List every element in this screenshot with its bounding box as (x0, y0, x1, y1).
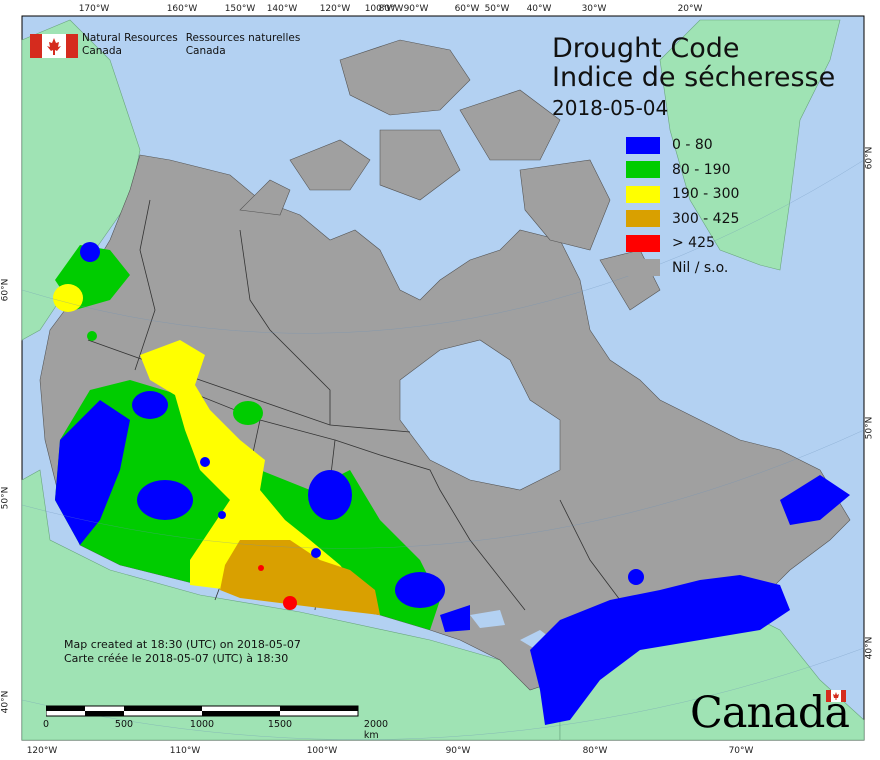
tick-bottom: 90°W (445, 746, 471, 756)
legend-swatch (626, 136, 660, 154)
legend-swatch (626, 234, 660, 252)
tick-top: 20°W (677, 4, 703, 14)
legend-item: 80 - 190 (626, 158, 739, 183)
tick-top: 90°W (403, 4, 429, 14)
title-fr: Indice de sécheresse (552, 62, 836, 93)
title-en: Drought Code (552, 33, 740, 64)
tick-bottom: 70°W (728, 746, 754, 756)
tick-top: 80°W (378, 4, 404, 14)
scale-label: 1000 (189, 719, 215, 730)
scale-label: 2000 km (363, 719, 389, 741)
tick-right: 40°N (864, 636, 875, 660)
tick-top: 140°W (266, 4, 298, 14)
legend-label: 300 - 425 (672, 210, 740, 227)
agency-signature: Natural Resources Canada Ressources natu… (30, 32, 300, 58)
tick-bottom: 100°W (306, 746, 338, 756)
tick-left: 40°N (0, 690, 11, 714)
hudson-bay (399, 339, 561, 491)
tick-top: 100°W (364, 4, 396, 14)
tick-top: 60°W (454, 4, 480, 14)
tick-top: 170°W (78, 4, 110, 14)
credit-en: Map created at 18:30 (UTC) on 2018-05-07 (64, 638, 301, 651)
agency-country-en: Canada (82, 45, 122, 57)
legend-label: Nil / s.o. (672, 259, 729, 276)
tick-right: 60°N (864, 146, 875, 170)
tick-bottom: 120°W (26, 746, 58, 756)
legend-swatch (626, 185, 660, 203)
scale-bar-graphic (46, 705, 359, 717)
map-title: Drought Code Indice de sécheresse 2018-0… (552, 34, 835, 120)
legend-swatch (626, 259, 660, 277)
dc-190-300-region (140, 340, 380, 615)
tick-left: 60°N (0, 278, 11, 302)
tick-top: 50°W (484, 4, 510, 14)
legend-item: 300 - 425 (626, 207, 739, 232)
agency-name-en: Natural Resources (82, 32, 178, 44)
agency-name-fr: Ressources naturelles (185, 32, 301, 44)
tick-top: 160°W (166, 4, 198, 14)
dc-300-425-region (220, 540, 380, 615)
legend-label: 80 - 190 (672, 161, 731, 178)
legend-item: 0 - 80 (626, 133, 739, 158)
map-date: 2018-05-04 (552, 96, 669, 120)
dc-0-80-nfld (780, 475, 850, 525)
dc-0-80-east (530, 575, 790, 725)
tick-right: 50°N (864, 416, 875, 440)
legend-item: > 425 (626, 231, 739, 256)
legend-item: Nil / s.o. (626, 256, 739, 281)
legend-item: 190 - 300 (626, 182, 739, 207)
legend-swatch (626, 210, 660, 228)
agency-country-fr: Canada (185, 45, 226, 57)
legend-swatch (626, 161, 660, 179)
tick-top: 120°W (319, 4, 351, 14)
map-credit: Map created at 18:30 (UTC) on 2018-05-07… (64, 638, 301, 666)
legend: 0 - 80 80 - 190 190 - 300 300 - 425 > 42… (626, 133, 739, 280)
wordmark-text: Canada (690, 688, 850, 738)
drought-coverage (53, 242, 850, 725)
tick-top: 40°W (526, 4, 552, 14)
tick-top: 150°W (224, 4, 256, 14)
scale-label: 500 (114, 719, 134, 730)
scale-label: 0 (42, 719, 50, 730)
dc-over-425-spot (283, 596, 297, 610)
tick-bottom: 80°W (582, 746, 608, 756)
scale-bar: 0 500 1000 1500 2000 km (42, 705, 388, 741)
canada-flag-icon (30, 34, 78, 58)
tick-bottom: 110°W (169, 746, 201, 756)
wordmark-flag-icon (826, 690, 846, 702)
dc-0-80-bc (55, 400, 130, 545)
legend-label: > 425 (672, 235, 715, 252)
tick-left: 50°N (0, 486, 11, 510)
canada-wordmark: Canada (690, 688, 850, 738)
tick-top: 30°W (581, 4, 607, 14)
legend-label: 190 - 300 (672, 186, 740, 203)
credit-fr: Carte créée le 2018-05-07 (UTC) à 18:30 (64, 652, 289, 665)
scale-label: 1500 (267, 719, 293, 730)
legend-label: 0 - 80 (672, 137, 713, 154)
